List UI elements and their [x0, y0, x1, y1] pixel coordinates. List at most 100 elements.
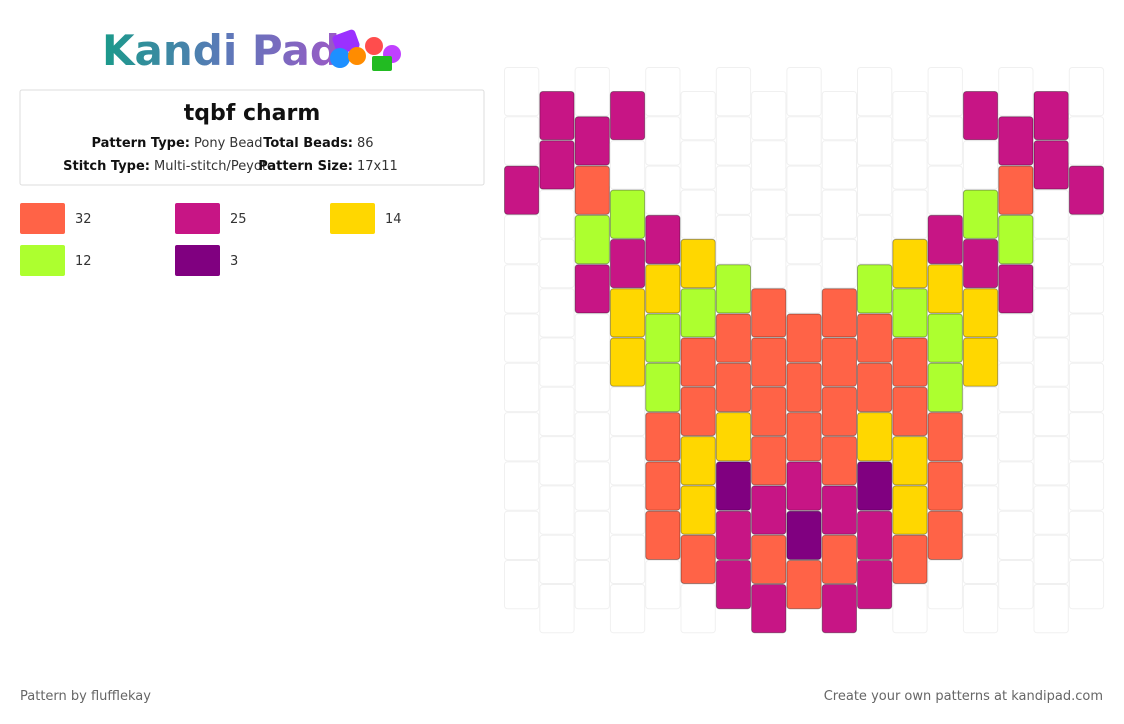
empty-cell: [504, 461, 540, 511]
bead: [857, 510, 893, 561]
bead: [539, 140, 575, 190]
credit: Pattern by flufflekay: [20, 689, 151, 704]
empty-cell: [574, 67, 610, 117]
bead: [751, 436, 787, 486]
bead: [680, 485, 716, 535]
bead: [680, 288, 716, 338]
bead: [927, 362, 963, 413]
bead: [645, 313, 681, 363]
empty-cell: [539, 386, 575, 437]
empty-cell: [998, 313, 1034, 363]
empty-cell: [857, 165, 893, 215]
legend-swatch: [20, 203, 65, 234]
empty-cell: [574, 412, 610, 462]
empty-cell: [539, 534, 575, 585]
empty-cell: [504, 67, 540, 117]
bead: [892, 337, 928, 387]
bead: [927, 510, 963, 561]
empty-cell: [1068, 362, 1105, 413]
bead: [715, 412, 752, 462]
empty-cell: [609, 584, 646, 634]
empty-cell: [998, 461, 1034, 511]
empty-cell: [1068, 116, 1105, 166]
empty-cell: [821, 238, 858, 289]
empty-cell: [1033, 436, 1069, 486]
empty-cell: [821, 189, 858, 239]
empty-cell: [539, 238, 575, 289]
bead: [715, 510, 752, 561]
empty-cell: [962, 386, 999, 437]
bead: [609, 238, 646, 289]
empty-cell: [609, 534, 646, 585]
bead: [680, 534, 716, 585]
empty-cell: [539, 584, 575, 634]
legend-count: 25: [230, 212, 247, 227]
empty-cell: [680, 91, 716, 141]
bead: [998, 116, 1034, 166]
bead: [786, 362, 822, 413]
legend-count: 12: [75, 254, 92, 269]
empty-cell: [998, 412, 1034, 462]
empty-cell: [998, 362, 1034, 413]
empty-cell: [504, 560, 540, 610]
empty-cell: [715, 165, 752, 215]
empty-cell: [962, 436, 999, 486]
bead: [892, 288, 928, 338]
empty-cell: [1068, 313, 1105, 363]
empty-cell: [609, 436, 646, 486]
bead: [821, 485, 858, 535]
empty-cell: [1068, 560, 1105, 610]
bead: [751, 534, 787, 585]
site-link[interactable]: Create your own patterns at kandipad.com: [824, 689, 1103, 704]
bead: [962, 189, 999, 239]
bead: [892, 534, 928, 585]
bead: [962, 288, 999, 338]
bead: [1068, 165, 1105, 215]
empty-cell: [786, 165, 822, 215]
empty-cell: [609, 485, 646, 535]
empty-cell: [751, 140, 787, 190]
empty-cell: [857, 214, 893, 265]
empty-cell: [645, 67, 681, 117]
bead: [821, 584, 858, 634]
bead: [645, 362, 681, 413]
bead: [892, 386, 928, 437]
bead: [927, 461, 963, 511]
empty-cell: [892, 91, 928, 141]
bead: [645, 264, 681, 314]
empty-cell: [1033, 288, 1069, 338]
bead: [786, 560, 822, 610]
bead: [962, 337, 999, 387]
empty-cell: [1033, 238, 1069, 289]
empty-cell: [1033, 386, 1069, 437]
bead: [574, 264, 610, 314]
detail-label: Total Beads:: [263, 136, 353, 151]
empty-cell: [1068, 412, 1105, 462]
empty-cell: [857, 67, 893, 117]
empty-cell: [609, 386, 646, 437]
empty-cell: [892, 189, 928, 239]
bead: [751, 288, 787, 338]
empty-cell: [645, 560, 681, 610]
bead: [715, 313, 752, 363]
detail-value: Pony Bead: [194, 136, 263, 151]
bead: [609, 189, 646, 239]
empty-cell: [962, 485, 999, 535]
bead: [1033, 140, 1069, 190]
bead: [927, 313, 963, 363]
empty-cell: [962, 534, 999, 585]
logo[interactable]: Kandi Pad: [102, 26, 340, 75]
bead: [892, 485, 928, 535]
detail-label: Stitch Type:: [63, 159, 150, 174]
empty-cell: [504, 412, 540, 462]
empty-cell: [927, 165, 963, 215]
bead: [645, 510, 681, 561]
legend-swatch: [175, 245, 220, 276]
empty-cell: [1068, 214, 1105, 265]
bead: [504, 165, 540, 215]
bead: [680, 337, 716, 387]
bead: [645, 461, 681, 511]
empty-cell: [574, 313, 610, 363]
info-box: [19, 89, 485, 186]
